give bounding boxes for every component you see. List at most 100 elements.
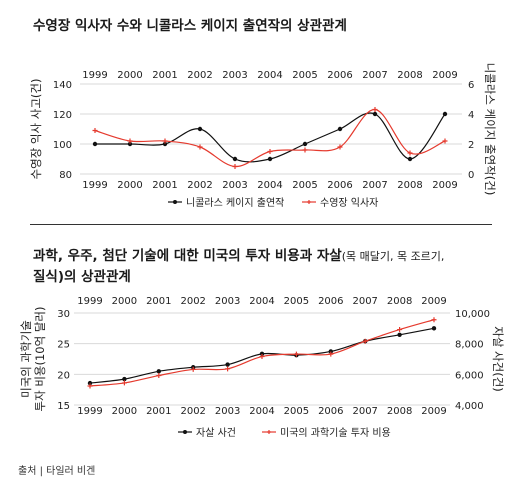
- chart1-point-1: [92, 128, 98, 133]
- chart1-ytick-left: 120: [53, 110, 72, 121]
- chart2-point-0: [122, 376, 127, 382]
- chart2-title-main: 과학, 우주, 첨단 기술에 대한 미국의 투자 비용과 자살: [33, 248, 342, 264]
- chart2-point-1: [156, 373, 162, 379]
- chart1-xtick-top: 2005: [292, 70, 317, 81]
- chart1-point-0: [337, 126, 343, 132]
- chart1-xtick-top: 2002: [187, 70, 212, 81]
- chart2-xtick-bottom: 2007: [352, 406, 377, 417]
- chart1-point-0: [267, 156, 273, 162]
- chart1-ytick-left: 80: [59, 170, 72, 181]
- chart2-legend-marker-1: [267, 430, 271, 434]
- chart2-xtick-bottom: 2008: [387, 406, 412, 417]
- chart2-point-0: [156, 369, 161, 374]
- chart1-point-0: [442, 111, 448, 117]
- chart1-ylabel-right: 니콜라스 케이지 출연작(건): [483, 63, 497, 196]
- chart2-point-1: [431, 317, 437, 323]
- chart1-point-1: [197, 144, 203, 150]
- chart1-legend-label-1: 수영장 익사자: [320, 197, 378, 209]
- chart2-point-1: [397, 327, 403, 333]
- chart1-xtick-bottom: 2000: [117, 180, 142, 191]
- chart2-ytick-left: 15: [57, 401, 70, 412]
- chart2-xtick-top: 2003: [215, 296, 240, 307]
- chart2-point-0: [225, 362, 230, 367]
- chart1-point-0: [372, 111, 378, 117]
- chart2-point-1: [259, 354, 265, 360]
- chart1-ytick-right: 2: [468, 140, 474, 151]
- chart2-xtick-top: 2002: [180, 296, 205, 307]
- chart1-point-1: [267, 149, 273, 154]
- section-divider: [30, 224, 492, 225]
- chart2-xtick-bottom: 2003: [215, 406, 240, 417]
- chart2-xtick-top: 2000: [112, 296, 137, 307]
- chart2-point-1: [121, 380, 127, 386]
- chart1-point-0: [162, 141, 168, 147]
- chart1-xtick-bottom: 2001: [152, 180, 177, 191]
- chart2-xtick-top: 1999: [77, 296, 102, 307]
- chart2-xtick-bottom: 2004: [249, 406, 274, 417]
- chart1-point-1: [372, 107, 378, 112]
- chart2-point-1: [362, 338, 368, 344]
- chart2-ylabel-right: 자살 사건(건): [491, 326, 505, 392]
- chart2-xtick-bottom: 2005: [284, 406, 309, 417]
- chart2-xtick-top: 2006: [318, 296, 343, 307]
- chart1-point-0: [407, 156, 413, 162]
- chart1-xtick-bottom: 1999: [82, 180, 107, 191]
- chart2-point-0: [431, 326, 437, 331]
- chart1-legend-label-0: 니콜라스 케이지 출연작: [186, 197, 284, 209]
- chart1-ytick-right: 4: [468, 110, 474, 121]
- chart2-point-0: [259, 351, 265, 357]
- chart1-xtick-top: 2000: [117, 70, 142, 81]
- chart2-legend-marker-0: [183, 430, 187, 434]
- source-credit: 출처 | 타일러 비겐: [18, 466, 96, 477]
- chart1-ytick-right: 0: [468, 170, 474, 181]
- chart2-ytick-right: 10,000: [455, 309, 490, 320]
- chart2-xtick-bottom: 2002: [180, 406, 205, 417]
- chart2-xtick-top: 2005: [284, 296, 309, 307]
- chart2-ytick-right: 8,000: [455, 340, 484, 351]
- chart1-xtick-top: 1999: [82, 70, 107, 81]
- chart1-xtick-bottom: 2002: [187, 180, 212, 191]
- chart1-title: 수영장 익사자 수와 니콜라스 케이지 출연작의 상관관계: [33, 18, 347, 34]
- chart2-ytick-right: 4,000: [455, 401, 484, 412]
- chart2-xtick-top: 2001: [146, 296, 171, 307]
- chart2-point-1: [87, 383, 93, 389]
- chart1-point-0: [302, 141, 308, 147]
- chart2-ylabel-left: 미국의 과학기술: [19, 320, 33, 398]
- chart1-point-0: [127, 141, 133, 147]
- chart1-xtick-top: 2003: [222, 70, 247, 81]
- chart2-title-line2: 질식)의 상관관계: [33, 269, 131, 285]
- chart2-xtick-top: 2009: [421, 296, 446, 307]
- chart2-xtick-bottom: 2000: [112, 406, 137, 417]
- chart2-legend-label-1: 미국의 과학기술 투자 비용: [280, 427, 391, 439]
- chart1-xtick-bottom: 2006: [327, 180, 352, 191]
- chart1-ytick-left: 140: [53, 80, 72, 91]
- chart1-xtick-bottom: 2005: [292, 180, 317, 191]
- chart1-point-1: [442, 138, 448, 144]
- chart1-xtick-bottom: 2003: [222, 180, 247, 191]
- chart2-xtick-bottom: 2009: [421, 406, 446, 417]
- chart1-xtick-bottom: 2009: [432, 180, 457, 191]
- chart1-point-0: [92, 141, 98, 147]
- chart2-title: 과학, 우주, 첨단 기술에 대한 미국의 투자 비용과 자살(목 매달기, 목…: [33, 246, 473, 287]
- chart1-point-0: [197, 126, 203, 132]
- chart1-point-1: [337, 144, 343, 150]
- chart1-point-1: [232, 164, 238, 169]
- chart2-ylabel-left: 투자 비용(10억 달러): [33, 307, 47, 412]
- chart1-xtick-bottom: 2008: [397, 180, 422, 191]
- chart1-xtick-bottom: 2004: [257, 180, 282, 191]
- chart2-point-0: [328, 349, 333, 354]
- chart2-title-suffix: (목 매달기, 목 조르기,: [341, 250, 445, 263]
- chart2-ytick-left: 30: [57, 309, 70, 320]
- chart1-legend-marker-1: [307, 200, 311, 204]
- chart2-ytick-left: 25: [57, 340, 70, 351]
- chart2-point-0: [87, 380, 93, 386]
- chart1-xtick-top: 2004: [257, 70, 282, 81]
- chart2-xtick-bottom: 2001: [146, 406, 171, 417]
- chart2-point-1: [225, 366, 231, 372]
- chart1-point-1: [162, 138, 168, 144]
- chart2-ytick-right: 6,000: [455, 370, 484, 381]
- chart1-point-0: [232, 156, 238, 162]
- chart1-ytick-right: 6: [468, 80, 474, 91]
